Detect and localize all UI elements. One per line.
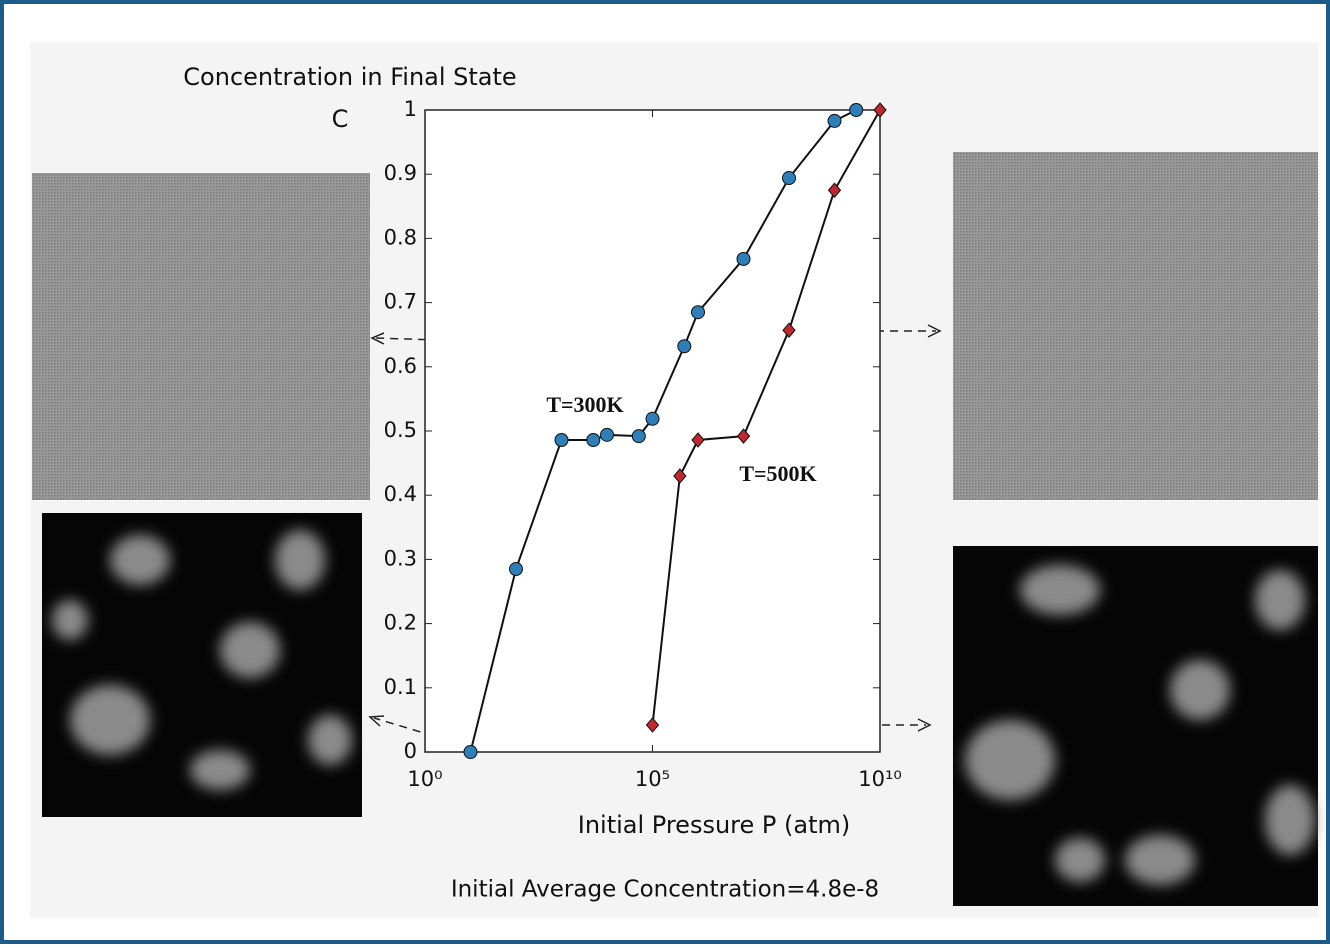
marker [645, 411, 660, 426]
marker [691, 432, 705, 448]
marker [827, 113, 842, 128]
marker [827, 182, 842, 199]
y-tick-label: 0.7 [384, 290, 417, 314]
y-axis-label: C [332, 105, 349, 133]
annotation: Initial Average Concentration=4.8e-8 [451, 877, 879, 903]
y-tick-label: 0.2 [384, 611, 417, 635]
x-tick-label: 10¹⁰ [858, 767, 902, 791]
marker [554, 432, 569, 447]
y-tick-label: 0.4 [384, 482, 417, 506]
y-tick-label: 0.5 [384, 418, 417, 442]
marker [600, 427, 614, 442]
y-tick-label: 0.6 [384, 354, 417, 378]
y-tick-label: 0.9 [384, 161, 417, 185]
marker [645, 717, 660, 733]
marker [673, 468, 687, 484]
x-tick-label: 10⁵ [635, 767, 670, 791]
series-label: T=500K [739, 461, 816, 486]
marker [736, 428, 751, 444]
y-tick-label: 0.1 [384, 675, 417, 699]
chart-title: Concentration in Final State [183, 63, 516, 91]
x-axis-label: Initial Pressure P (atm) [578, 811, 850, 839]
micrograph [953, 152, 1318, 500]
series-label: T=300K [546, 392, 623, 417]
x-tick-label: 10⁰ [407, 767, 442, 791]
plot-area [424, 109, 881, 753]
y-tick-label: 0 [404, 739, 417, 763]
marker [736, 251, 751, 266]
y-tick-label: 1 [404, 97, 417, 121]
y-tick-label: 0.3 [384, 546, 417, 570]
arrowheads [368, 324, 942, 732]
marker [782, 322, 796, 338]
marker [782, 171, 796, 186]
micrograph [953, 546, 1318, 906]
marker [509, 562, 523, 577]
marker [677, 339, 692, 354]
y-tick-label: 0.8 [384, 225, 417, 249]
marker [691, 305, 705, 320]
marker [631, 429, 646, 444]
marker [463, 745, 478, 759]
marker [586, 432, 601, 447]
marker [873, 102, 887, 118]
micrograph [42, 513, 362, 817]
marker [849, 103, 864, 117]
micrograph [32, 173, 370, 500]
